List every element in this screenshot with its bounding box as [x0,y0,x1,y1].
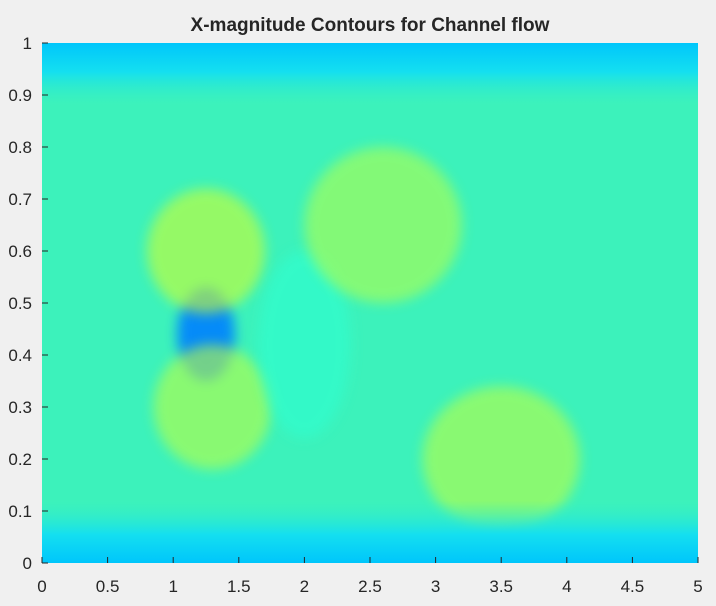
x-tick-label: 3.5 [489,577,513,596]
chart-title: X-magnitude Contours for Channel flow [191,15,550,36]
y-tick-label: 1 [23,34,32,53]
y-tick-label: 0 [23,554,32,573]
x-axis-ticks: 0 0.5 1 1.5 2 2.5 3 3.5 4 4.5 5 [37,557,703,596]
plot-area [42,43,698,563]
x-tick-label: 4.5 [621,577,645,596]
y-tick-label: 0.6 [8,242,32,261]
x-tick-label: 0.5 [96,577,120,596]
y-tick-label: 0.1 [8,502,32,521]
x-tick-label: 2 [300,577,309,596]
x-tick-label: 4 [562,577,571,596]
y-tick-label: 0.7 [8,190,32,209]
y-tick-label: 0.9 [8,86,32,105]
y-tick-label: 0.5 [8,294,32,313]
wall-boundary-layer [42,43,698,563]
x-tick-label: 1.5 [227,577,251,596]
y-axis-ticks: 0 0.1 0.2 0.3 0.4 0.5 0.6 0.7 0.8 0.9 1 [8,34,48,573]
y-tick-label: 0.4 [8,346,32,365]
x-tick-label: 3 [431,577,440,596]
y-tick-label: 0.3 [8,398,32,417]
x-tick-label: 5 [693,577,702,596]
x-tick-label: 1 [168,577,177,596]
y-tick-label: 0.8 [8,138,32,157]
x-tick-label: 2.5 [358,577,382,596]
y-tick-label: 0.2 [8,450,32,469]
x-tick-label: 0 [37,577,46,596]
